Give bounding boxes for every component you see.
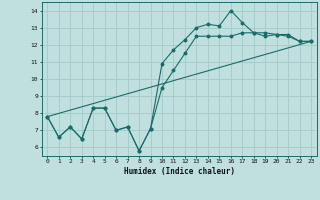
X-axis label: Humidex (Indice chaleur): Humidex (Indice chaleur) — [124, 167, 235, 176]
